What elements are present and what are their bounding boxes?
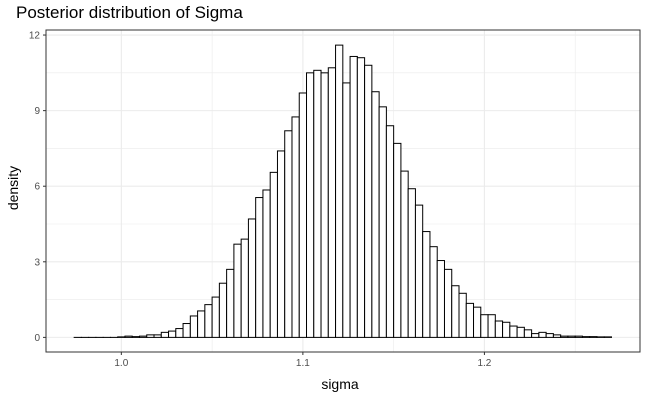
- histogram-bar: [422, 231, 431, 338]
- histogram-bar: [393, 142, 402, 338]
- histogram-bar: [364, 64, 373, 338]
- histogram-bar: [494, 320, 504, 338]
- y-tick-label: 9: [34, 106, 40, 117]
- histogram-bar: [233, 243, 242, 338]
- histogram-bar: [574, 335, 583, 338]
- histogram-bar: [385, 125, 395, 338]
- histogram-bar: [487, 314, 496, 338]
- y-tick-label: 3: [34, 257, 40, 268]
- histogram-bar: [480, 314, 489, 338]
- chart-title: Posterior distribution of Sigma: [16, 3, 243, 22]
- histogram-bar: [168, 330, 177, 338]
- histogram-bar: [327, 67, 337, 338]
- histogram-bar: [451, 285, 460, 338]
- panel-border: [45, 29, 641, 353]
- histogram-bar: [131, 336, 140, 338]
- histogram-bar: [458, 292, 467, 338]
- histogram-bar: [581, 336, 591, 338]
- histogram-bar: [153, 334, 162, 338]
- histogram-bar: [538, 331, 547, 338]
- histogram-bar: [436, 260, 445, 338]
- histogram-bar: [567, 335, 576, 338]
- histogram-bar: [371, 91, 380, 338]
- histogram-bar: [262, 189, 271, 338]
- histogram-bar: [124, 335, 133, 338]
- histogram-bar: [407, 188, 416, 338]
- histogram-bar: [516, 326, 525, 338]
- histogram-bar: [335, 44, 344, 338]
- axis-ticks: 0 3 6 9 12 1.0 1.1 1.2: [29, 31, 492, 369]
- histogram-bar: [313, 69, 322, 338]
- histogram-bar: [603, 336, 612, 338]
- histogram-bar: [298, 92, 308, 338]
- histogram-bar: [429, 246, 438, 338]
- histogram-bar: [226, 268, 235, 338]
- histogram-bar: [269, 171, 278, 338]
- histogram-bar: [531, 333, 540, 338]
- histogram-bar: [138, 335, 148, 338]
- histogram-bar: [240, 238, 249, 338]
- histogram-bar: [552, 334, 562, 338]
- histogram-bar: [589, 336, 598, 338]
- histogram-bar: [502, 321, 511, 338]
- histogram-bar: [560, 335, 569, 338]
- histogram-bar: [378, 106, 387, 338]
- y-tick-label: 6: [34, 182, 40, 193]
- histogram-bar: [443, 268, 453, 338]
- histogram-bar: [218, 282, 228, 338]
- histogram-bar: [291, 116, 300, 338]
- histogram-bar: [204, 304, 213, 338]
- histogram-bar: [465, 302, 475, 338]
- y-axis-title: density: [5, 166, 21, 210]
- histogram-bar: [356, 57, 366, 338]
- x-tick-label: 1.1: [296, 358, 310, 369]
- histogram-bar: [342, 82, 351, 338]
- histogram-bar: [255, 197, 264, 338]
- histogram-bar: [284, 130, 293, 338]
- histogram-bars: [73, 44, 612, 338]
- histogram-bar: [349, 55, 358, 338]
- histogram-bar: [320, 72, 329, 338]
- histogram-bar: [414, 204, 424, 338]
- histogram-bar: [175, 328, 184, 338]
- histogram-bar: [189, 315, 199, 338]
- y-tick-label: 12: [29, 31, 41, 42]
- y-tick-label: 0: [34, 333, 40, 344]
- histogram-bar: [160, 331, 170, 338]
- histogram-bar: [247, 218, 257, 338]
- x-tick-label: 1.0: [114, 358, 128, 369]
- histogram-bar: [473, 306, 482, 338]
- histogram-bar: [146, 334, 155, 338]
- histogram-bar: [276, 150, 286, 338]
- histogram-bar: [182, 323, 191, 338]
- x-axis-title: sigma: [321, 376, 359, 392]
- histogram-bar: [211, 296, 220, 338]
- histogram-bar: [545, 333, 554, 338]
- x-tick-label: 1.2: [477, 358, 491, 369]
- histogram-bar: [509, 325, 518, 338]
- histogram-bar: [306, 72, 315, 338]
- histogram-bar: [596, 336, 605, 338]
- histogram-bar: [400, 170, 409, 338]
- histogram-bar: [197, 310, 206, 338]
- histogram-bar: [117, 336, 126, 338]
- histogram-bar: [523, 329, 533, 338]
